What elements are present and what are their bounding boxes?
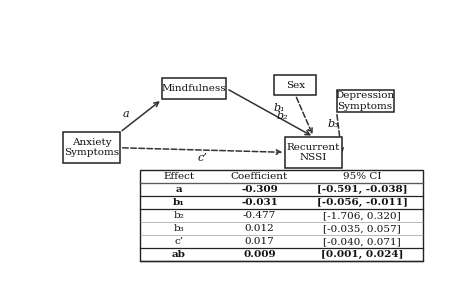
Text: ab: ab [172,250,186,259]
Text: [-1.706, 0.320]: [-1.706, 0.320] [323,211,401,220]
Text: 0.012: 0.012 [245,224,274,233]
Text: [-0.591, -0.038]: [-0.591, -0.038] [317,185,408,194]
Text: [-0.056, -0.011]: [-0.056, -0.011] [317,198,408,207]
Text: Recurrent
NSSI: Recurrent NSSI [287,143,340,162]
Text: Mindfulness: Mindfulness [162,84,227,93]
Text: b₁: b₁ [273,103,285,113]
Text: -0.477: -0.477 [243,211,276,220]
Text: [-0.040, 0.071]: [-0.040, 0.071] [323,237,401,246]
Text: 95% CI: 95% CI [343,172,382,181]
Bar [140,170,423,261]
Text: b₂: b₂ [173,211,184,220]
FancyBboxPatch shape [63,132,120,163]
Text: -0.309: -0.309 [241,185,278,194]
FancyBboxPatch shape [162,78,227,99]
Text: [0.001, 0.024]: [0.001, 0.024] [321,250,403,259]
Text: 0.009: 0.009 [243,250,276,259]
FancyBboxPatch shape [274,75,316,95]
Text: c’: c’ [198,153,208,163]
Text: Coefficient: Coefficient [231,172,288,181]
Text: c’: c’ [174,237,183,246]
Text: a: a [123,109,129,119]
Text: Depression
Symptoms: Depression Symptoms [336,91,395,111]
Text: Effect: Effect [163,172,194,181]
Text: [-0.035, 0.057]: [-0.035, 0.057] [323,224,401,233]
Text: b₁: b₁ [173,198,184,207]
Text: b₃: b₃ [173,224,184,233]
Text: -0.031: -0.031 [241,198,278,207]
FancyBboxPatch shape [285,137,342,168]
Text: Sex: Sex [286,81,305,90]
Text: Anxiety
Symptoms: Anxiety Symptoms [64,138,119,157]
FancyBboxPatch shape [337,90,393,112]
Text: b₃: b₃ [327,119,339,129]
Text: b₂: b₂ [277,111,288,121]
Text: a: a [175,185,182,194]
Text: 0.017: 0.017 [245,237,274,246]
